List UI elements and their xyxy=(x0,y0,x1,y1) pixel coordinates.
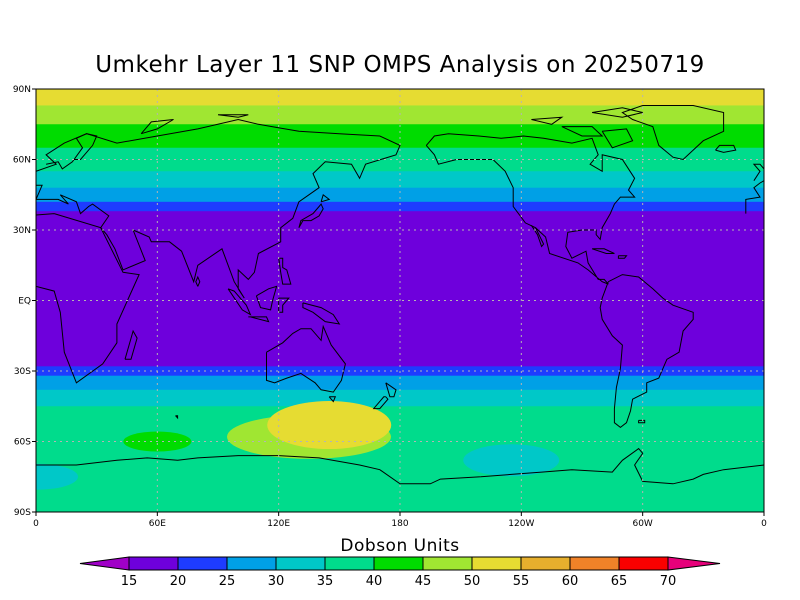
lat-tick-label: 60S xyxy=(14,438,31,448)
colorbar-level-label: 65 xyxy=(611,574,628,589)
coastline-13 xyxy=(248,316,270,323)
coastline-3 xyxy=(745,180,764,214)
gridlines xyxy=(36,89,764,512)
colorbar-segment-7 xyxy=(422,556,473,571)
colorbar-level-label: 55 xyxy=(513,574,530,589)
lat-tick-label: EQ xyxy=(18,297,31,307)
ozone-feature-0 xyxy=(267,401,392,450)
lat-tick-label: 30S xyxy=(14,367,31,377)
colorbar-level-label: 45 xyxy=(415,574,432,589)
coastline-21 xyxy=(217,114,249,118)
coastline-15 xyxy=(278,257,292,285)
colorbar-segment-8 xyxy=(471,556,522,571)
lat-tick-label: 90N xyxy=(13,85,31,95)
coastline-33 xyxy=(36,447,764,485)
ozone-band-7 xyxy=(36,211,764,367)
lat-tick-label: 90S xyxy=(14,508,31,518)
lon-tick-label: 60E xyxy=(149,519,166,529)
coastline-26 xyxy=(531,116,564,125)
lat-tick-label: 60N xyxy=(13,156,31,166)
coastline-8 xyxy=(385,382,397,398)
colorbar-level-label: 60 xyxy=(562,574,579,589)
coastline-32 xyxy=(715,144,737,153)
ozone-band-10 xyxy=(36,389,764,407)
coastline-35 xyxy=(175,415,179,420)
ozone-feature-3 xyxy=(463,444,560,477)
lon-tick-label: 120W xyxy=(508,519,534,529)
colorbar-segment-3 xyxy=(226,556,277,571)
coastline-10 xyxy=(302,302,341,325)
ozone-band-5 xyxy=(36,187,764,203)
ozone-band-0 xyxy=(36,89,764,107)
colorbar-segment-1 xyxy=(128,556,179,571)
colorbar-level-label: 50 xyxy=(464,574,481,589)
colorbar-level-label: 30 xyxy=(268,574,285,589)
coastline-4 xyxy=(752,163,764,181)
lon-tick-label: 0 xyxy=(761,519,767,529)
colorbar-title: Dobson Units xyxy=(340,536,460,556)
lon-tick-label: 180 xyxy=(391,519,408,529)
coastline-28 xyxy=(592,107,643,118)
colorbar-segment-2 xyxy=(177,556,228,571)
coastline-29 xyxy=(591,248,615,254)
coastline-11 xyxy=(255,285,278,311)
coastline-20 xyxy=(140,119,174,135)
colorbar-level-label: 40 xyxy=(366,574,383,589)
coastlines xyxy=(36,105,764,485)
coastline-19 xyxy=(195,275,201,287)
colorbar-segment-10 xyxy=(569,556,620,571)
coastline-24 xyxy=(621,105,725,161)
colorbar: 15 20 25 30 35 40 45 50 55 60 65 70 xyxy=(79,556,721,589)
colorbar-upper-arrow xyxy=(667,556,721,571)
coastline-27 xyxy=(601,128,634,149)
coastline-0 xyxy=(36,213,140,384)
colorbar-level-label: 70 xyxy=(660,574,677,589)
ozone-feature-4 xyxy=(36,463,78,490)
coastline-5 xyxy=(46,133,98,170)
colorbar-level-label: 20 xyxy=(170,574,187,589)
coastline-17 xyxy=(320,193,331,203)
colorbar-lower-arrow xyxy=(79,556,130,571)
colorbar-segment-9 xyxy=(520,556,571,571)
colorbar-segment-5 xyxy=(324,556,375,571)
coastline-25 xyxy=(561,126,604,137)
coastline-23 xyxy=(530,225,545,248)
colorbar-segment-4 xyxy=(275,556,326,571)
colorbar-level-label: 25 xyxy=(219,574,236,589)
coastline-30 xyxy=(617,255,628,259)
coastline-9 xyxy=(372,396,389,410)
coastline-16 xyxy=(298,203,324,228)
lon-tick-label: 60W xyxy=(632,519,652,529)
map-title: Umkehr Layer 11 SNP OMPS Analysis on 202… xyxy=(95,52,705,78)
coastline-1 xyxy=(36,118,401,299)
coastline-7 xyxy=(328,396,337,403)
ozone-band-6 xyxy=(36,201,764,212)
lat-tick-label: 30N xyxy=(13,226,31,236)
lon-tick-label: 120E xyxy=(267,519,290,529)
ozone-band-11 xyxy=(36,406,764,512)
coastline-6 xyxy=(266,324,346,393)
colorbar-level-label: 15 xyxy=(121,574,138,589)
coastline-31 xyxy=(599,274,694,429)
coastline-18 xyxy=(124,329,138,360)
coastline-12 xyxy=(227,288,252,316)
lon-tick-label: 0 xyxy=(33,519,39,529)
colorbar-segment-11 xyxy=(618,556,669,571)
colorbar-segment-6 xyxy=(373,556,424,571)
coastline-14 xyxy=(278,297,290,313)
ozone-band-1 xyxy=(36,105,764,125)
colorbar-level-label: 35 xyxy=(317,574,334,589)
